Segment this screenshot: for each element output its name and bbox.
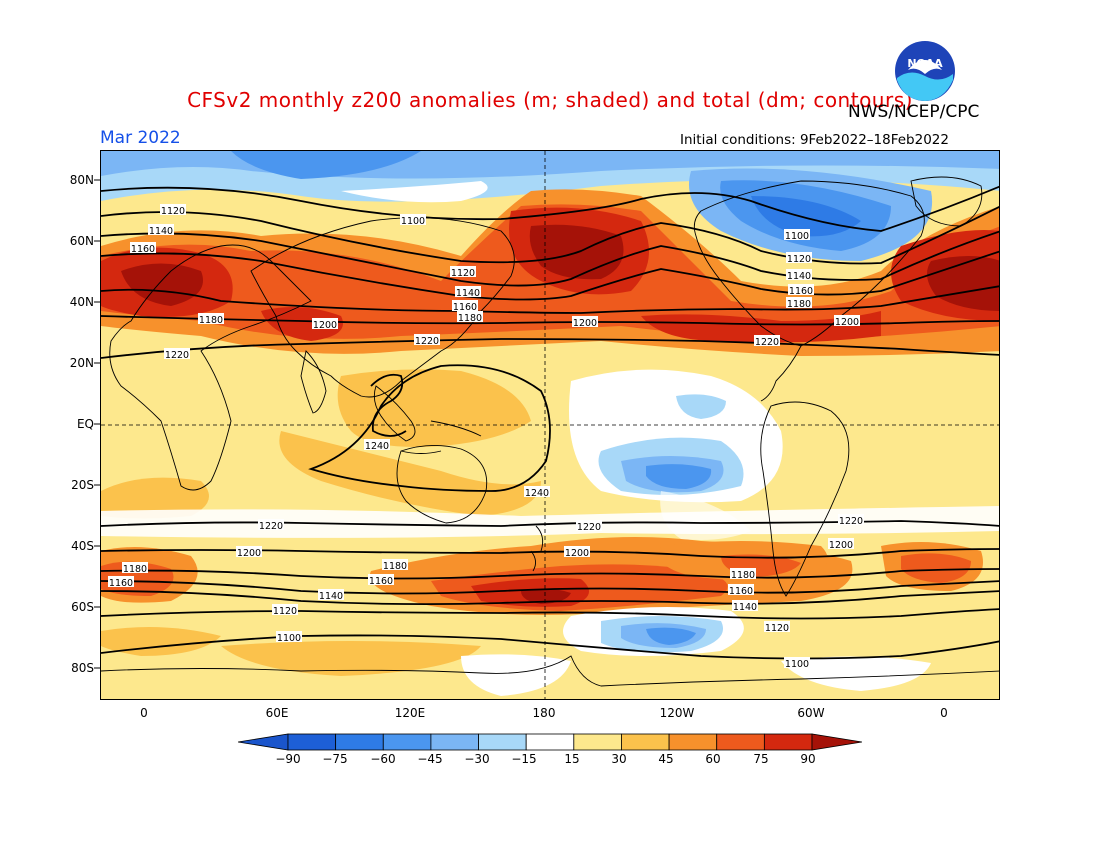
colorbar-cell bbox=[573, 733, 622, 751]
contour-label: 1180 bbox=[458, 313, 482, 324]
lat-label-80n: 80N bbox=[69, 173, 94, 187]
forecast-month: Mar 2022 bbox=[100, 128, 181, 148]
lat-label-60s: 60S bbox=[71, 600, 94, 614]
contour-label: 1160 bbox=[131, 244, 155, 255]
contour-label: 1100 bbox=[785, 659, 809, 670]
contour-label: 1100 bbox=[401, 216, 425, 227]
lon-label-60e: 60E bbox=[265, 706, 289, 720]
contour-label: 1140 bbox=[149, 226, 173, 237]
lon-label-120w: 120W bbox=[659, 706, 695, 720]
contour-label: 1180 bbox=[123, 564, 147, 575]
lat-label-20s: 20S bbox=[71, 478, 94, 492]
contour-label: 1220 bbox=[839, 516, 863, 527]
colorbar-cell bbox=[335, 733, 384, 751]
agency-label: NWS/NCEP/CPC bbox=[848, 102, 980, 122]
colorbar-label: −75 bbox=[322, 752, 348, 766]
contour-label: 1220 bbox=[415, 336, 439, 347]
contour-label: 1220 bbox=[577, 522, 601, 533]
colorbar-label: −15 bbox=[511, 752, 537, 766]
contour-label: 1200 bbox=[573, 318, 597, 329]
colorbar-label: 60 bbox=[705, 752, 721, 766]
contour-label: 1160 bbox=[789, 286, 813, 297]
colorbar-label: −60 bbox=[370, 752, 396, 766]
colorbar-cell bbox=[478, 733, 527, 751]
map-panel: 1120 1140 1160 1100 1120 1140 1160 1180 … bbox=[100, 150, 1000, 700]
colorbar-cell bbox=[763, 733, 813, 751]
contour-label: 1100 bbox=[785, 231, 809, 242]
contour-label: 1120 bbox=[161, 206, 185, 217]
colorbar-high-arrow bbox=[811, 733, 863, 751]
contour-label: 1120 bbox=[273, 606, 297, 617]
colorbar-label: 15 bbox=[564, 752, 580, 766]
lat-label-80s: 80S bbox=[71, 661, 94, 675]
lon-label-0-east: 0 bbox=[940, 706, 948, 720]
colorbar-label: 30 bbox=[611, 752, 627, 766]
colorbar-cell bbox=[621, 733, 670, 751]
lat-label-40n: 40N bbox=[69, 295, 94, 309]
colorbar-cell bbox=[668, 733, 718, 751]
chart-title: CFSv2 monthly z200 anomalies (m; shaded)… bbox=[187, 88, 913, 112]
contour-label: 1240 bbox=[525, 488, 549, 499]
lon-label-0: 0 bbox=[140, 706, 148, 720]
contour-label: 1240 bbox=[365, 441, 389, 452]
initial-conditions: Initial conditions: 9Feb2022–18Feb2022 bbox=[680, 132, 949, 148]
contour-label: 1220 bbox=[259, 521, 283, 532]
contour-label: 1200 bbox=[565, 548, 589, 559]
colorbar-cell bbox=[382, 733, 432, 751]
contour-label: 1200 bbox=[237, 548, 261, 559]
lon-label-60w: 60W bbox=[797, 706, 825, 720]
colorbar-label: 75 bbox=[753, 752, 769, 766]
colorbar-label: 45 bbox=[658, 752, 674, 766]
contour-label: 1120 bbox=[765, 623, 789, 634]
contour-label: 1160 bbox=[453, 302, 477, 313]
lat-label-60n: 60N bbox=[69, 234, 94, 248]
contour-label: 1200 bbox=[313, 320, 337, 331]
colorbar-label: 90 bbox=[800, 752, 816, 766]
lat-label-eq: EQ bbox=[76, 417, 94, 431]
colorbar-cell bbox=[430, 733, 479, 751]
contour-label: 1140 bbox=[456, 288, 480, 299]
contour-label: 1220 bbox=[165, 350, 189, 361]
contour-label: 1120 bbox=[451, 268, 475, 279]
contour-label: 1140 bbox=[787, 271, 811, 282]
contour-label: 1120 bbox=[787, 254, 811, 265]
anomaly-shading bbox=[101, 151, 999, 696]
colorbar bbox=[237, 733, 863, 755]
lat-label-40s: 40S bbox=[71, 539, 94, 553]
lon-label-120e: 120E bbox=[394, 706, 426, 720]
contour-label: 1140 bbox=[319, 591, 343, 602]
contour-label: 1140 bbox=[733, 602, 757, 613]
lat-ticks bbox=[94, 150, 100, 700]
contour-label: 1200 bbox=[835, 317, 859, 328]
colorbar-label: −90 bbox=[275, 752, 301, 766]
colorbar-label: −45 bbox=[417, 752, 443, 766]
contour-label: 1180 bbox=[787, 299, 811, 310]
noaa-logo-icon: NOAA bbox=[894, 40, 956, 102]
lon-label-180: 180 bbox=[532, 706, 556, 720]
colorbar-cell bbox=[716, 733, 765, 751]
contour-label: 1220 bbox=[755, 337, 779, 348]
contour-label: 1160 bbox=[729, 586, 753, 597]
contour-label: 1180 bbox=[199, 315, 223, 326]
contour-label: 1160 bbox=[369, 576, 393, 587]
noaa-logo-text: NOAA bbox=[907, 57, 943, 70]
grid-lines bbox=[101, 151, 999, 699]
colorbar-cell bbox=[287, 733, 337, 751]
contour-label: 1180 bbox=[383, 561, 407, 572]
colorbar-cell bbox=[525, 733, 575, 751]
contour-label: 1160 bbox=[109, 578, 133, 589]
contour-label: 1200 bbox=[829, 540, 853, 551]
contour-label: 1180 bbox=[731, 570, 755, 581]
lat-label-20n: 20N bbox=[69, 356, 94, 370]
colorbar-label: −30 bbox=[464, 752, 490, 766]
colorbar-low-arrow bbox=[237, 733, 289, 751]
contour-label: 1100 bbox=[277, 633, 301, 644]
contour-labels: 1120 1140 1160 1100 1120 1140 1160 1180 … bbox=[108, 204, 864, 670]
